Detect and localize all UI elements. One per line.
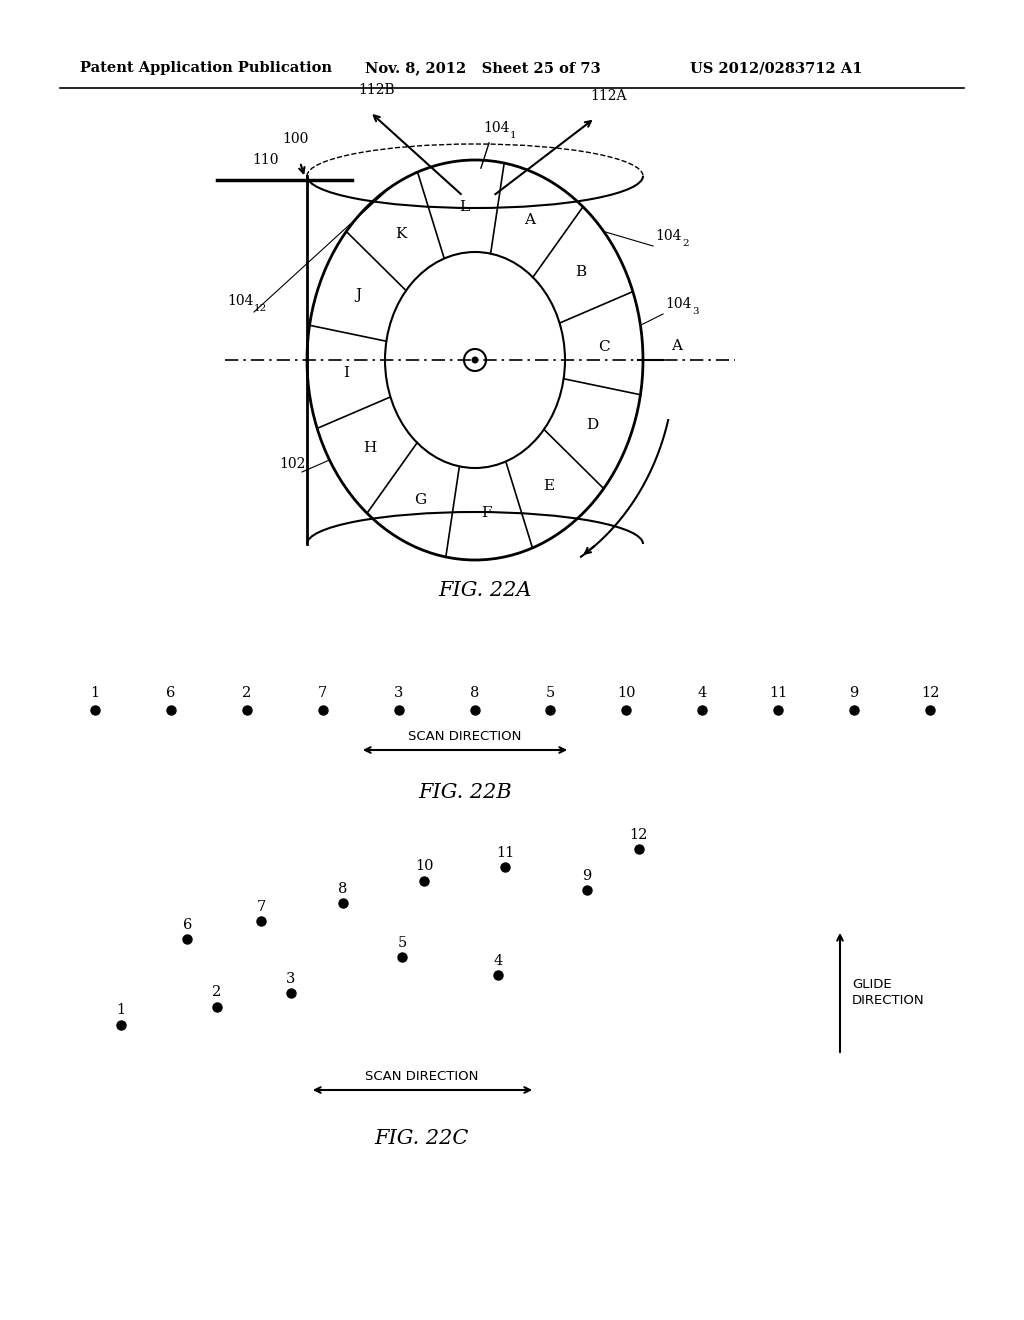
- Text: 5: 5: [397, 936, 407, 950]
- Text: 3: 3: [394, 686, 403, 700]
- Text: G: G: [415, 492, 427, 507]
- Text: 1: 1: [510, 131, 517, 140]
- Text: Patent Application Publication: Patent Application Publication: [80, 61, 332, 75]
- Text: US 2012/0283712 A1: US 2012/0283712 A1: [690, 61, 862, 75]
- Text: 4: 4: [697, 686, 707, 700]
- Text: 102: 102: [279, 457, 305, 471]
- Text: 104: 104: [655, 228, 682, 243]
- Text: E: E: [544, 479, 555, 494]
- Text: D: D: [586, 418, 598, 432]
- Text: H: H: [362, 441, 376, 455]
- Text: 2: 2: [243, 686, 252, 700]
- Text: 1: 1: [90, 686, 99, 700]
- Text: 11: 11: [769, 686, 787, 700]
- Text: 12: 12: [254, 304, 267, 313]
- Text: 9: 9: [850, 686, 859, 700]
- Text: 104: 104: [483, 121, 510, 135]
- Text: 1: 1: [116, 1003, 125, 1018]
- Text: 10: 10: [617, 686, 636, 700]
- Text: 3: 3: [287, 972, 296, 986]
- Text: 3: 3: [692, 308, 698, 315]
- Text: 110: 110: [252, 153, 279, 168]
- Text: F: F: [481, 507, 492, 520]
- Text: 7: 7: [257, 900, 266, 913]
- Text: L: L: [459, 199, 469, 214]
- Text: 12: 12: [921, 686, 939, 700]
- Text: J: J: [355, 288, 361, 302]
- Circle shape: [471, 356, 478, 363]
- Text: FIG. 22A: FIG. 22A: [438, 581, 531, 599]
- Text: 104: 104: [227, 294, 254, 308]
- Text: 8: 8: [470, 686, 479, 700]
- Text: C: C: [598, 339, 609, 354]
- Text: SCAN DIRECTION: SCAN DIRECTION: [366, 1069, 478, 1082]
- Text: 2: 2: [212, 986, 221, 999]
- Text: 4: 4: [494, 954, 503, 968]
- Text: 112B: 112B: [358, 83, 394, 96]
- Text: K: K: [395, 227, 407, 240]
- Text: FIG. 22C: FIG. 22C: [375, 1129, 469, 1147]
- Text: 5: 5: [546, 686, 555, 700]
- Text: 104: 104: [665, 297, 691, 312]
- Text: 6: 6: [182, 917, 191, 932]
- Text: 9: 9: [583, 869, 592, 883]
- Text: 11: 11: [497, 846, 515, 861]
- Text: SCAN DIRECTION: SCAN DIRECTION: [409, 730, 521, 742]
- Text: I: I: [343, 367, 349, 380]
- Text: 100: 100: [282, 132, 308, 147]
- Text: 12: 12: [630, 828, 648, 842]
- Text: 8: 8: [338, 882, 347, 896]
- Text: GLIDE
DIRECTION: GLIDE DIRECTION: [852, 978, 925, 1006]
- Text: 6: 6: [166, 686, 175, 700]
- Text: A: A: [524, 214, 535, 227]
- Text: A: A: [671, 339, 682, 352]
- Text: 2: 2: [682, 239, 688, 248]
- Text: FIG. 22B: FIG. 22B: [418, 783, 512, 801]
- Text: B: B: [575, 265, 586, 279]
- Text: 7: 7: [318, 686, 328, 700]
- Text: Nov. 8, 2012   Sheet 25 of 73: Nov. 8, 2012 Sheet 25 of 73: [365, 61, 601, 75]
- Text: 10: 10: [415, 859, 433, 874]
- Text: 112A: 112A: [590, 88, 627, 103]
